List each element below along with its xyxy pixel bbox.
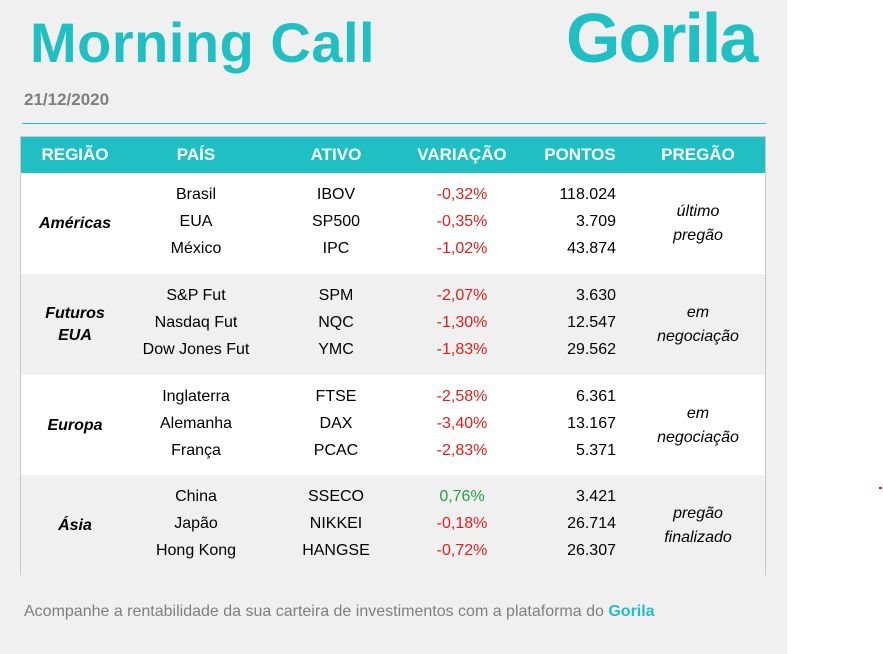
region-label-line: EUA (58, 327, 92, 344)
cell-pais: S&P Fut (166, 287, 226, 304)
cell-pontos: 26.714 (567, 515, 616, 532)
cell-pontos: 43.874 (567, 240, 616, 257)
session-status-line: em (686, 304, 710, 321)
cell-pais: China (175, 488, 217, 505)
cell-pais: Japão (174, 515, 218, 532)
cell-ativo: YMC (318, 341, 354, 358)
session-status: pregão finalizado (641, 502, 755, 550)
cell-variacao: -0,35% (436, 213, 488, 230)
region-block: Europa Inglaterra FTSE -2,58% 6.361 Alemanha D… (21, 375, 765, 476)
cell-ativo: NQC (318, 314, 354, 331)
cell-pontos: 6.361 (575, 388, 616, 405)
region-label-line: Futuros (45, 305, 105, 322)
cell-pontos: 3.630 (575, 287, 616, 304)
region-label: Ásia (21, 515, 129, 537)
header-pregao: PREGÃO (661, 145, 735, 164)
header-regiao: REGIÃO (41, 145, 109, 164)
cell-pais: Dow Jones Fut (142, 341, 250, 358)
footer-text: Acompanhe a rentabilidade da sua carteir… (24, 603, 609, 620)
cell-pontos: 26.307 (567, 542, 616, 559)
session-status-line: em (686, 405, 710, 422)
cell-variacao: -2,07% (436, 287, 488, 304)
cell-pais: França (171, 442, 221, 459)
cell-ativo: SSECO (307, 488, 364, 505)
cell-variacao: -2,58% (436, 388, 488, 405)
cell-pontos: 13.167 (567, 415, 616, 432)
cell-variacao: 0,76% (439, 488, 485, 505)
cell-variacao: -2,83% (436, 442, 488, 459)
region-label-line: Américas (38, 215, 112, 232)
footer-brand-link[interactable]: Gorila (608, 603, 655, 620)
markets-table: REGIÃO PAÍS ATIVO VARIAÇÃO PONTOS PREGÃO… (20, 136, 766, 576)
session-status: último pregão (641, 200, 755, 248)
cell-ativo: PCAC (313, 442, 359, 459)
cell-ativo: NIKKEI (309, 515, 363, 532)
session-status-line: negociação (657, 328, 739, 345)
cell-variacao: -0,32% (436, 186, 488, 203)
morning-call-card: Morning Call Gorila 21/12/2020 REGIÃO PA… (0, 0, 787, 654)
region-label-line: Ásia (58, 517, 92, 534)
cell-pais: Alemanha (159, 415, 233, 432)
region-label: Américas (21, 213, 129, 235)
region-block: Américas Brasil IBOV -0,32% 118.024 EUA SP500 -… (21, 173, 765, 274)
footer-note: Acompanhe a rentabilidade da sua carteir… (24, 603, 655, 621)
header-variacao: VARIAÇÃO (417, 145, 507, 164)
region-label: Europa (21, 415, 129, 437)
cell-variacao: -1,30% (436, 314, 488, 331)
header-pais: PAÍS (176, 145, 216, 164)
cell-variacao: -1,83% (436, 341, 488, 358)
cell-ativo: IBOV (316, 186, 356, 203)
cell-ativo: SP500 (311, 213, 361, 230)
cell-pais: México (170, 240, 222, 257)
cell-ativo: IPC (322, 240, 350, 257)
edge-mark (879, 487, 882, 489)
cell-pais: Hong Kong (155, 542, 237, 559)
header-divider (22, 123, 766, 124)
cell-variacao: -1,02% (436, 240, 488, 257)
session-status-line: negociação (657, 429, 739, 446)
cell-ativo: FTSE (315, 388, 357, 405)
header-ativo: ATIVO (310, 145, 362, 164)
table-header: REGIÃO PAÍS ATIVO VARIAÇÃO PONTOS PREGÃO (21, 137, 765, 173)
cell-ativo: SPM (318, 287, 354, 304)
header-pontos: PONTOS (544, 145, 616, 164)
cell-pontos: 3.709 (575, 213, 616, 230)
cell-pontos: 118.024 (559, 186, 616, 203)
region-block: Ásia China SSECO 0,76% 3.421 Japão NIKKEI -0,18… (21, 475, 765, 576)
session-status-line: último (676, 203, 720, 220)
session-status: em negociação (641, 402, 755, 450)
session-status-line: finalizado (664, 529, 732, 546)
region-label: Futuros EUA (21, 303, 129, 347)
cell-pontos: 29.562 (567, 341, 616, 358)
cell-pontos: 5.371 (575, 442, 616, 459)
session-status-line: pregão (673, 505, 723, 522)
cell-pais: EUA (179, 213, 213, 230)
cell-variacao: -0,18% (436, 515, 488, 532)
page-title: Morning Call (30, 11, 376, 74)
cell-pais: Brasil (175, 186, 216, 203)
region-block: Futuros EUA S&P Fut SPM -2,07% 3.630 Nasdaq Fu… (21, 274, 765, 375)
region-label-line: Europa (47, 417, 103, 434)
cell-pais: Nasdaq Fut (154, 314, 238, 331)
cell-variacao: -0,72% (436, 542, 488, 559)
session-status-line: pregão (673, 227, 723, 244)
report-date: 21/12/2020 (24, 90, 110, 109)
cell-pais: Inglaterra (162, 388, 230, 405)
cell-pontos: 3.421 (575, 488, 616, 505)
cell-ativo: HANGSE (302, 542, 370, 559)
session-status: em negociação (641, 301, 755, 349)
cell-pontos: 12.547 (567, 314, 616, 331)
cell-variacao: -3,40% (436, 415, 488, 432)
gorila-logo: Gorila (566, 0, 758, 77)
cell-ativo: DAX (319, 415, 353, 432)
